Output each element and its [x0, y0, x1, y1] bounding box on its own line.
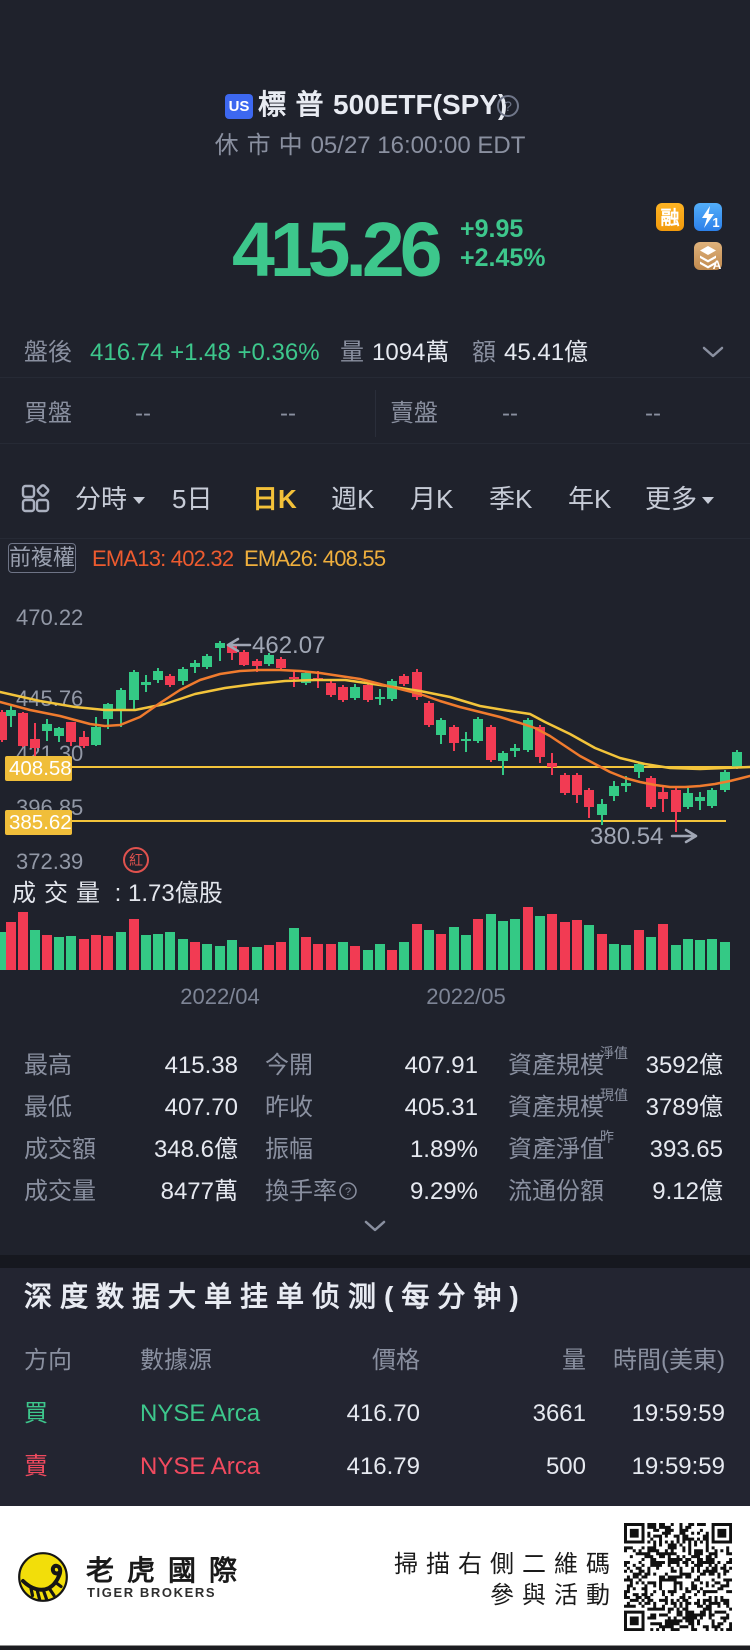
svg-text:470.22: 470.22: [16, 605, 83, 630]
svg-text:?: ?: [345, 1186, 351, 1198]
svg-text:462.07: 462.07: [252, 632, 325, 659]
svg-text:2022/05: 2022/05: [426, 984, 506, 1009]
svg-text:408.58: 408.58: [9, 757, 72, 780]
svg-text:2022/04: 2022/04: [180, 984, 260, 1009]
svg-text:1: 1: [712, 215, 719, 230]
svg-text:成交量 : 1.73億股: 成交量 : 1.73億股: [12, 880, 223, 907]
svg-text:372.39: 372.39: [16, 849, 83, 874]
svg-text:380.54: 380.54: [590, 823, 663, 850]
svg-text:?: ?: [504, 98, 512, 114]
svg-text:紅: 紅: [129, 852, 143, 868]
svg-text:385.62: 385.62: [9, 811, 72, 834]
svg-text:A: A: [713, 258, 722, 271]
svg-text:融: 融: [660, 207, 679, 229]
